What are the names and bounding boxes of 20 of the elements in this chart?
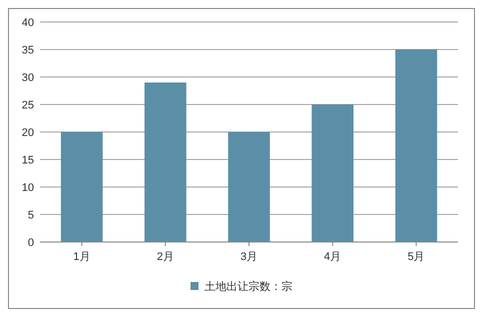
y-tick-label: 0: [28, 236, 34, 249]
x-tick-label: 1月: [73, 251, 90, 263]
y-tick-label: 10: [22, 182, 34, 194]
x-tick-label: 2月: [156, 251, 174, 263]
legend-label: 土地出让宗数：宗: [204, 280, 292, 293]
bar: [312, 104, 354, 242]
bar: [228, 132, 270, 242]
x-tick-label: 5月: [408, 251, 425, 263]
y-tick-label: 20: [22, 126, 34, 139]
y-tick-label: 35: [22, 44, 34, 56]
x-tick-label: 3月: [240, 251, 258, 263]
y-tick-label: 15: [22, 154, 34, 166]
bar: [60, 132, 103, 242]
y-tick-label: 5: [28, 209, 34, 222]
bar: [144, 82, 186, 242]
bar: [395, 50, 438, 242]
x-tick-label: 4月: [324, 251, 342, 263]
y-tick-label: 25: [22, 99, 34, 112]
y-tick-label: 30: [22, 72, 34, 84]
y-tick-label: 40: [22, 16, 34, 29]
